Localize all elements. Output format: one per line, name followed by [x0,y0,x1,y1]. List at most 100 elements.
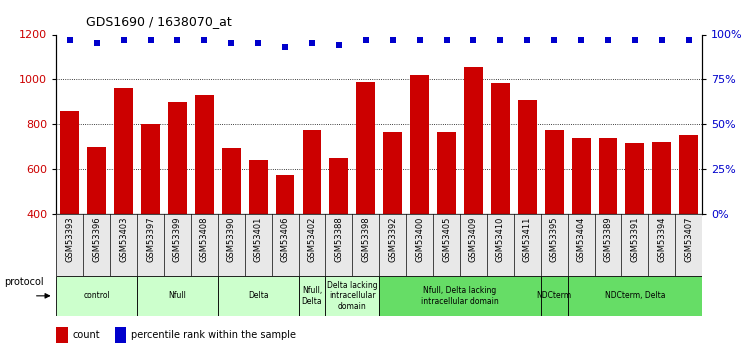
Bar [464,67,483,304]
Bar [460,214,487,276]
Bar [325,276,379,316]
Bar [168,102,187,304]
Text: GSM53403: GSM53403 [119,216,128,262]
Point [548,37,560,43]
Bar [568,276,702,316]
Point [387,37,399,43]
Text: GSM53401: GSM53401 [254,216,263,262]
Text: GSM53388: GSM53388 [334,216,343,262]
Text: GSM53398: GSM53398 [361,216,370,262]
Point [198,37,210,43]
Point [521,37,533,43]
Point [602,37,614,43]
Bar [56,214,83,276]
Text: GSM53392: GSM53392 [388,216,397,262]
Text: GDS1690 / 1638070_at: GDS1690 / 1638070_at [86,14,232,28]
Text: protocol: protocol [4,277,44,287]
Point [91,41,103,46]
Bar [437,132,456,304]
Point [441,37,453,43]
Text: GSM53411: GSM53411 [523,216,532,262]
Text: GSM53407: GSM53407 [684,216,693,262]
Text: control: control [83,291,110,300]
Point [144,37,156,43]
Bar [222,148,240,304]
Bar [195,95,214,304]
Bar [680,136,698,304]
Bar [433,214,460,276]
Text: GSM53408: GSM53408 [200,216,209,262]
Bar [137,214,164,276]
Point [575,37,587,43]
Bar [383,132,402,304]
Bar [87,147,106,304]
Point [118,37,130,43]
Text: count: count [72,330,100,340]
Text: GSM53389: GSM53389 [604,216,613,262]
Text: GSM53400: GSM53400 [415,216,424,262]
Bar [56,276,137,316]
Bar [541,276,568,316]
Bar [56,327,68,343]
Bar [379,276,541,316]
Bar [276,175,294,304]
Text: NDCterm, Delta: NDCterm, Delta [605,291,665,300]
Text: Delta lacking
intracellular
domain: Delta lacking intracellular domain [327,281,378,311]
Text: Delta: Delta [248,291,268,300]
Text: Nfull,
Delta: Nfull, Delta [302,286,322,306]
Text: percentile rank within the sample: percentile rank within the sample [131,330,296,340]
Bar [330,158,348,304]
Bar [357,82,376,304]
Bar [406,214,433,276]
Text: GSM53394: GSM53394 [657,216,666,262]
Bar [114,88,133,304]
Bar [115,327,126,343]
Text: GSM53390: GSM53390 [227,216,236,262]
Bar [675,214,702,276]
Bar [218,276,299,316]
Bar [299,214,325,276]
Text: GSM53393: GSM53393 [65,216,74,262]
Point [629,37,641,43]
Bar [491,83,510,304]
Point [333,42,345,48]
Point [279,44,291,50]
Point [494,37,506,43]
Bar [648,214,675,276]
Text: NDCterm: NDCterm [537,291,572,300]
Text: GSM53397: GSM53397 [146,216,155,262]
Point [414,37,426,43]
Bar [410,75,429,304]
Bar [599,138,617,304]
Bar [303,130,321,304]
Bar [141,124,160,304]
Bar [379,214,406,276]
Text: GSM53395: GSM53395 [550,216,559,262]
Bar [164,214,191,276]
Text: GSM53391: GSM53391 [630,216,639,262]
Text: GSM53405: GSM53405 [442,216,451,262]
Bar [653,142,671,304]
Text: Nfull, Delta lacking
intracellular domain: Nfull, Delta lacking intracellular domai… [421,286,499,306]
Text: Nfull: Nfull [168,291,186,300]
Bar [137,276,218,316]
Point [467,37,479,43]
Bar [352,214,379,276]
Text: GSM53404: GSM53404 [577,216,586,262]
Bar [595,214,622,276]
Point [225,41,237,46]
Text: GSM53396: GSM53396 [92,216,101,262]
Bar [325,214,352,276]
Text: GSM53402: GSM53402 [307,216,316,262]
Bar [518,100,537,304]
Point [656,37,668,43]
Bar [83,214,110,276]
Bar [299,276,325,316]
Point [683,37,695,43]
Bar [568,214,595,276]
Point [252,41,264,46]
Bar [514,214,541,276]
Bar [622,214,648,276]
Bar [249,160,267,304]
Text: GSM53406: GSM53406 [281,216,290,262]
